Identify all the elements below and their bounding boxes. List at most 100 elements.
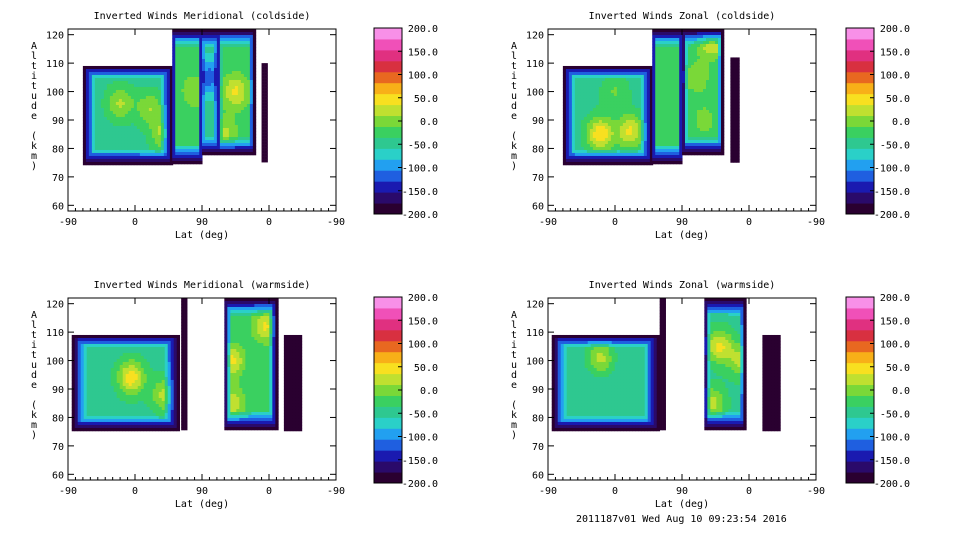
- colorbar-band: [846, 126, 874, 138]
- colorbar-band: [374, 38, 402, 51]
- chart-title: Inverted Winds Zonal (warmside): [589, 280, 776, 291]
- y-tick-label: 60: [52, 201, 64, 212]
- colorbar-band: [846, 329, 874, 342]
- wind-region-3: [704, 298, 747, 431]
- colorbar-tick-label: -200.0: [402, 479, 438, 490]
- colorbar-tick-label: 100.0: [408, 340, 438, 351]
- colorbar-tick-label: 200.0: [408, 24, 438, 35]
- chart-panel-1: Inverted Winds Meridional (coldside) 60 70…: [31, 11, 438, 241]
- y-tick-label: 110: [526, 328, 544, 339]
- colorbar-tick-label: 50.0: [886, 94, 910, 105]
- wind-region-4: [762, 334, 781, 432]
- y-tick-label: 120: [526, 31, 544, 42]
- y-tick-label: 100: [46, 357, 64, 368]
- y-tick-label: 120: [526, 300, 544, 311]
- y-tick-label: 90: [52, 385, 64, 396]
- colorbar-band: [374, 170, 402, 182]
- x-tick-label: 0: [132, 217, 138, 228]
- colorbar-band: [374, 406, 402, 418]
- colorbar-tick-label: 100.0: [408, 71, 438, 82]
- colorbar-band: [846, 137, 874, 149]
- colorbar-band: [374, 395, 402, 407]
- colorbar-band: [374, 192, 402, 204]
- colorbar-tick-label: -50.0: [880, 140, 910, 151]
- wind-region-4: [283, 334, 303, 432]
- chart-panel-4: Inverted Winds Zonal (warmside) 60 70 80 90 1…: [511, 280, 910, 510]
- x-axis-label: Lat (deg): [655, 499, 709, 510]
- colorbar-band: [846, 181, 874, 193]
- colorbar-band: [374, 373, 402, 386]
- wind-field: [82, 29, 268, 166]
- colorbar-band: [846, 148, 874, 160]
- colorbar-band: [846, 170, 874, 182]
- x-axis-label: Lat (deg): [175, 499, 229, 510]
- x-tick-label: -90: [59, 486, 77, 497]
- x-axis-label: Lat (deg): [655, 230, 709, 241]
- colorbar-band: [374, 340, 402, 353]
- colorbar-tick-label: -150.0: [874, 187, 910, 198]
- colorbar-tick-label: 150.0: [408, 47, 438, 58]
- colorbar-band: [374, 115, 402, 127]
- colorbar-band: [374, 318, 402, 331]
- x-tick-label: -90: [807, 486, 825, 497]
- y-tick-label: 90: [532, 385, 544, 396]
- x-tick-label: -90: [59, 217, 77, 228]
- y-tick-label: 120: [46, 300, 64, 311]
- colorbar-tick-label: 0.0: [420, 117, 438, 128]
- colorbar-tick-label: -200.0: [874, 479, 910, 490]
- colorbar: 200.0 150.0 100.0 50.0 0.0 -50.0 -100.0 -150.0 -…: [373, 24, 438, 221]
- colorbar-band: [374, 384, 402, 396]
- colorbar-band: [846, 373, 874, 386]
- x-tick-label: 0: [746, 486, 752, 497]
- y-tick-label: 90: [52, 116, 64, 127]
- colorbar-tick-label: 0.0: [420, 386, 438, 397]
- colorbar: 200.0 150.0 100.0 50.0 0.0 -50.0 -100.0 -150.0 -…: [845, 24, 910, 221]
- y-tick-label: 120: [46, 31, 64, 42]
- x-tick-label: 90: [196, 217, 208, 228]
- colorbar-band: [846, 384, 874, 396]
- colorbar: 200.0 150.0 100.0 50.0 0.0 -50.0 -100.0 -150.0 -…: [845, 293, 910, 490]
- wind-region-3: [682, 29, 725, 156]
- colorbar-band: [374, 126, 402, 138]
- colorbar-band: [846, 104, 874, 117]
- wind-region-4: [730, 57, 740, 163]
- colorbar-tick-label: -100.0: [874, 433, 910, 444]
- colorbar-band: [846, 428, 874, 440]
- y-tick-label: 100: [526, 88, 544, 99]
- y-tick-label: 80: [52, 144, 64, 155]
- colorbar-band: [846, 472, 874, 484]
- colorbar-tick-label: 100.0: [880, 340, 910, 351]
- x-tick-label: 0: [266, 486, 272, 497]
- y-tick-label: 70: [532, 173, 544, 184]
- colorbar-band: [374, 93, 402, 106]
- y-tick-label: 70: [52, 442, 64, 453]
- y-tick-label: 90: [532, 116, 544, 127]
- colorbar-band: [374, 472, 402, 484]
- wind-region-2: [652, 29, 683, 165]
- x-tick-label: -90: [327, 486, 345, 497]
- colorbar-band: [374, 104, 402, 117]
- wind-region-1: [82, 65, 174, 166]
- y-tick-label: 110: [46, 328, 64, 339]
- colorbar-tick-label: 200.0: [880, 293, 910, 304]
- chart-panel-2: Inverted Winds Zonal (coldside) 60 70 80 90 1…: [511, 11, 910, 241]
- wind-region-2: [659, 298, 666, 431]
- y-tick-label: 80: [532, 144, 544, 155]
- wind-region-1: [551, 334, 661, 432]
- colorbar-band: [374, 439, 402, 451]
- colorbar-band: [374, 203, 402, 215]
- colorbar-tick-label: 50.0: [414, 363, 438, 374]
- colorbar-band: [846, 417, 874, 429]
- colorbar-tick-label: -50.0: [880, 409, 910, 420]
- x-tick-label: 0: [132, 486, 138, 497]
- colorbar-band: [846, 28, 874, 40]
- colorbar-band: [374, 137, 402, 149]
- colorbar: 200.0 150.0 100.0 50.0 0.0 -50.0 -100.0 -150.0 -…: [373, 293, 438, 490]
- x-tick-label: 90: [676, 217, 688, 228]
- colorbar-tick-label: 150.0: [880, 316, 910, 327]
- colorbar-band: [846, 406, 874, 418]
- colorbar-band: [374, 461, 402, 473]
